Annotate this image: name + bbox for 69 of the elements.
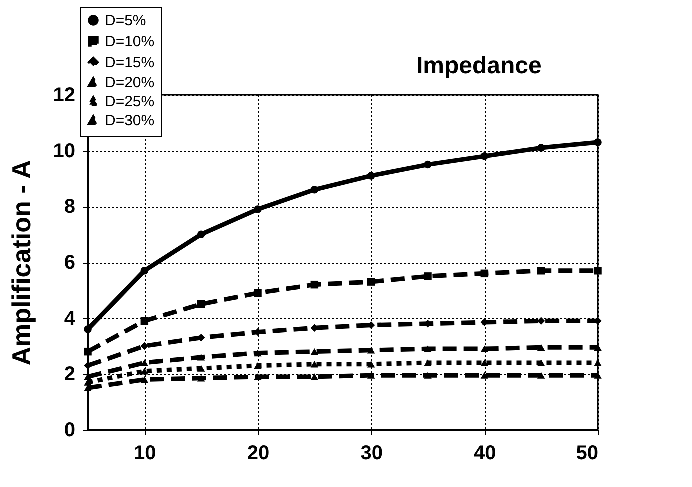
- point: [367, 172, 376, 180]
- point: [84, 384, 92, 392]
- point: [367, 372, 376, 379]
- legend-label: D=20%: [105, 74, 155, 92]
- point: [254, 362, 262, 370]
- point: [537, 144, 546, 152]
- point: [84, 379, 92, 386]
- point: [140, 376, 149, 384]
- legend-label: D=30%: [105, 112, 155, 130]
- point: [197, 354, 206, 361]
- point: [254, 289, 262, 298]
- point: [424, 346, 432, 352]
- point: [480, 360, 489, 366]
- point: [254, 350, 262, 357]
- point: [84, 326, 92, 334]
- point: [197, 300, 206, 308]
- legend-label: D=10%: [105, 34, 155, 50]
- point: [140, 360, 149, 366]
- point: [367, 361, 376, 368]
- point: [594, 372, 602, 379]
- point: [424, 160, 432, 169]
- legend-label: D=25%: [105, 94, 155, 110]
- point: [594, 138, 602, 146]
- point: [140, 267, 149, 275]
- point: [537, 360, 546, 366]
- x-tick-label: 30: [360, 442, 383, 464]
- x-tick-label: 40: [474, 442, 496, 464]
- point: [424, 360, 432, 366]
- point: [84, 348, 92, 356]
- point: [480, 372, 489, 379]
- y-tick-label: 8: [64, 196, 76, 218]
- point: [254, 374, 262, 380]
- point: [480, 346, 489, 352]
- x-tick-label: 50: [576, 442, 598, 464]
- point: [310, 186, 319, 194]
- point: [367, 347, 376, 354]
- point: [537, 267, 546, 275]
- legend-label: D=5%: [105, 12, 146, 30]
- point: [197, 230, 206, 238]
- point: [140, 317, 149, 325]
- point: [367, 278, 376, 286]
- point: [594, 360, 602, 366]
- point: [424, 372, 432, 379]
- legend-label: D=15%: [105, 54, 155, 72]
- x-tick-label: 10: [134, 442, 156, 464]
- point: [310, 374, 319, 380]
- point: [310, 361, 319, 368]
- y-tick-label: 2: [64, 364, 76, 386]
- point: [594, 344, 602, 351]
- y-tick-label: 10: [53, 140, 76, 162]
- point: [594, 267, 602, 275]
- point: [197, 365, 206, 372]
- point: [254, 206, 262, 214]
- y-tick-label: 0: [64, 420, 76, 442]
- y-tick-label: 12: [53, 84, 76, 106]
- chart-title: Impedance: [416, 52, 542, 80]
- point: [140, 342, 149, 350]
- point: [537, 372, 546, 379]
- y-tick-label: 4: [64, 308, 76, 330]
- point: [480, 270, 489, 278]
- point: [197, 375, 206, 382]
- point: [310, 348, 319, 356]
- y-tick-label: 6: [64, 252, 76, 274]
- point: [537, 344, 546, 351]
- x-tick-label: 20: [247, 442, 270, 464]
- point: [424, 272, 432, 280]
- point: [310, 280, 319, 289]
- y-axis-title: Amplification - A: [6, 160, 36, 366]
- point: [480, 152, 489, 160]
